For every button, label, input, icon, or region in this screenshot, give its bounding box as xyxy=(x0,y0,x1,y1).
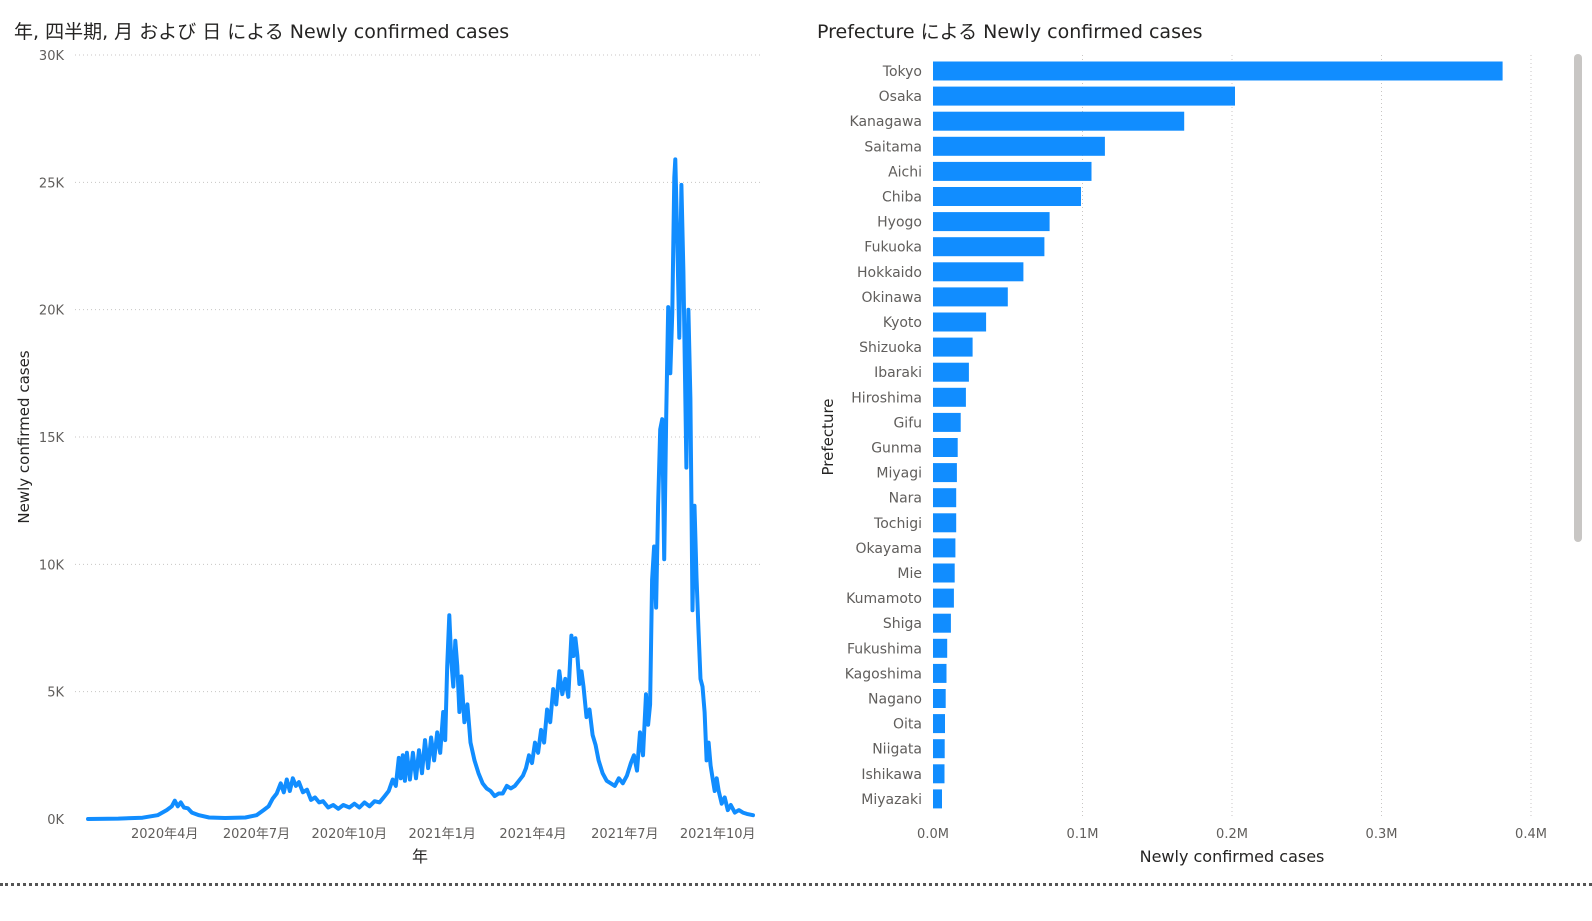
line-chart-svg: 0K 5K 10K 15K 20K 25K 30K 2020年4月 2020年7月 2020年10… xyxy=(15,49,760,866)
bar xyxy=(933,764,945,784)
bar xyxy=(933,739,945,759)
bar xyxy=(933,488,957,508)
category-label: Mie xyxy=(897,566,922,582)
line-chart-visual: 年, 四半期, 月 および 日 による Newly confirmed case… xyxy=(0,0,780,880)
y-axis-title: Newly confirmed cases xyxy=(15,350,33,523)
bar xyxy=(933,663,947,683)
y-tick-label: 5K xyxy=(47,686,64,701)
x-axis-title: Newly confirmed cases xyxy=(1140,847,1325,866)
category-label: Gifu xyxy=(893,415,922,431)
bar xyxy=(933,563,955,583)
category-label: Kumamoto xyxy=(846,591,922,607)
bar xyxy=(933,237,1045,257)
category-label: Hiroshima xyxy=(851,390,922,406)
category-label: Chiba xyxy=(882,190,922,206)
category-label: Niigata xyxy=(872,742,922,758)
y-axis-title: Prefecture xyxy=(819,398,837,475)
x-axis-title: 年 xyxy=(412,847,428,866)
cases-line-series xyxy=(86,157,755,821)
bar xyxy=(933,212,1050,232)
bar xyxy=(933,387,966,407)
category-label: Osaka xyxy=(879,89,922,105)
bar-chart-title: Prefecture による Newly confirmed cases xyxy=(817,21,1203,43)
category-label: Oita xyxy=(893,717,922,733)
x-tick-label: 0.1M xyxy=(1067,827,1099,842)
bar xyxy=(933,588,954,608)
bar xyxy=(933,187,1081,206)
bar xyxy=(933,161,1092,181)
bar xyxy=(933,312,987,332)
bar xyxy=(933,136,1105,156)
category-label: Hokkaido xyxy=(857,265,922,281)
category-label: Saitama xyxy=(864,139,922,155)
bar xyxy=(933,61,1503,81)
category-label: Okinawa xyxy=(862,290,923,306)
x-tick-label: 0.3M xyxy=(1366,827,1398,842)
category-label: Hyogo xyxy=(877,215,922,231)
bar xyxy=(933,513,957,533)
category-label: Tochigi xyxy=(873,516,922,532)
bar xyxy=(933,262,1024,282)
bar xyxy=(933,362,969,382)
bar-chart-svg: 0.0M 0.1M 0.2M 0.3M 0.4M Tokyo Osaka Kanagawa Sa… xyxy=(819,55,1547,866)
category-label: Ishikawa xyxy=(861,767,922,783)
category-label: Aichi xyxy=(888,164,922,180)
x-tick-label: 0.2M xyxy=(1216,827,1248,842)
y-tick-label: 15K xyxy=(39,431,65,446)
y-tick-label: 30K xyxy=(39,49,65,64)
x-tick-label: 2021年1月 xyxy=(409,827,476,842)
bar xyxy=(933,613,951,633)
x-tick-label: 0.4M xyxy=(1515,827,1547,842)
bar xyxy=(933,412,961,432)
y-tick-label: 20K xyxy=(39,304,65,319)
bar-chart-scrollbar-thumb[interactable] xyxy=(1574,54,1582,542)
bar xyxy=(933,438,958,457)
bar xyxy=(933,287,1008,307)
y-tick-label: 25K xyxy=(39,176,65,191)
category-label: Miyazaki xyxy=(861,792,922,808)
x-tick-label: 2021年7月 xyxy=(591,827,658,842)
category-label: Kanagawa xyxy=(850,114,922,130)
y-tick-label: 10K xyxy=(39,558,65,573)
category-label: Kyoto xyxy=(883,315,922,331)
y-tick-label: 0K xyxy=(47,813,64,828)
x-tick-label: 2021年4月 xyxy=(499,827,566,842)
x-tick-label: 2020年10月 xyxy=(312,827,388,842)
bar xyxy=(933,714,945,734)
category-label: Okayama xyxy=(855,541,922,557)
category-label: Fukushima xyxy=(847,641,922,657)
bar xyxy=(933,689,946,708)
category-label: Shiga xyxy=(883,616,922,632)
bar xyxy=(933,337,973,357)
bar xyxy=(933,463,957,483)
category-label: Miyagi xyxy=(876,466,922,482)
bar xyxy=(933,86,1235,106)
category-label: Fukuoka xyxy=(864,240,922,256)
x-tick-label: 2021年10月 xyxy=(680,827,756,842)
bar xyxy=(933,638,948,658)
bar xyxy=(933,538,956,558)
bar-chart-visual: Prefecture による Newly confirmed cases 0.0… xyxy=(800,0,1592,880)
category-label: Shizuoka xyxy=(859,340,922,356)
bar xyxy=(933,111,1185,131)
x-tick-label: 0.0M xyxy=(917,827,949,842)
category-label: Kagoshima xyxy=(845,666,922,682)
category-label: Tokyo xyxy=(882,64,922,80)
category-label: Ibaraki xyxy=(874,365,922,381)
category-label: Gunma xyxy=(871,441,922,457)
line-chart-title: 年, 四半期, 月 および 日 による Newly confirmed case… xyxy=(14,21,510,43)
x-tick-label: 2020年7月 xyxy=(223,827,290,842)
page-bottom-divider xyxy=(0,883,1592,886)
category-label: Nara xyxy=(889,491,922,507)
category-label: Nagano xyxy=(868,692,922,708)
bar xyxy=(933,789,942,809)
x-tick-label: 2020年4月 xyxy=(131,827,198,842)
